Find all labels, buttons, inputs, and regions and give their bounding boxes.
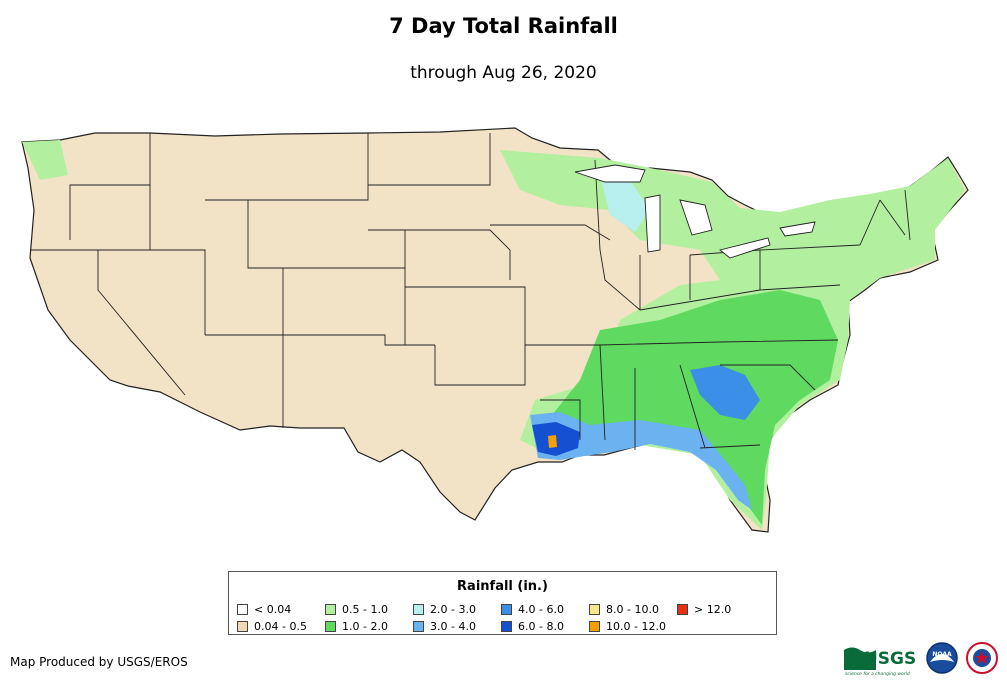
lake-superior	[574, 164, 646, 183]
state-borders	[30, 133, 911, 450]
state-border	[679, 364, 706, 449]
lake-ontario	[779, 221, 816, 237]
agency-logos: USGS science for a changing world NOAA	[844, 642, 998, 677]
legend-item: > 12.0	[677, 601, 731, 617]
legend-item: < 0.04	[237, 601, 291, 617]
state-border	[859, 199, 881, 246]
legend-label: < 0.04	[254, 602, 292, 616]
state-border	[904, 189, 911, 241]
legend-swatch	[413, 620, 424, 632]
state-border	[368, 229, 511, 280]
legend-label: 8.0 - 10.0	[606, 602, 659, 616]
map-credit: Map Produced by USGS/EROS	[10, 655, 188, 669]
state-border	[490, 224, 611, 241]
map-subtitle: through Aug 26, 2020	[410, 63, 597, 83]
usgs-logo: USGS science for a changing world	[844, 647, 916, 677]
state-border	[69, 184, 150, 240]
state-border	[720, 364, 816, 391]
legend: Rainfall (in.) < 0.04 0.04 - 0.5 0.5 - 1…	[228, 571, 777, 635]
rain-area-light-west	[22, 140, 68, 180]
legend-swatch	[501, 603, 512, 615]
state-border	[205, 334, 435, 346]
legend-item: 1.0 - 2.0	[325, 618, 388, 634]
legend-item: 0.5 - 1.0	[325, 601, 388, 617]
legend-label: 3.0 - 4.0	[430, 619, 476, 633]
legend-title: Rainfall (in.)	[457, 579, 548, 594]
state-border	[879, 199, 906, 236]
state-border	[247, 200, 405, 269]
rain-area-heavy-lakes	[600, 175, 650, 232]
noaa-bird-icon	[930, 654, 954, 662]
noaa-logo: NOAA	[926, 642, 958, 674]
legend-label: 10.0 - 12.0	[606, 619, 666, 633]
legend-item: 0.04 - 0.5	[237, 618, 307, 634]
state-border	[599, 339, 839, 346]
legend-label: 1.0 - 2.0	[342, 619, 388, 633]
rain-area-heavy-gulf	[530, 412, 752, 510]
rainfall-map	[21, 127, 969, 533]
lake-huron	[679, 199, 713, 236]
legend-item: 4.0 - 6.0	[501, 601, 564, 617]
legend-swatch	[501, 620, 512, 632]
map-title: 7 Day Total Rainfall	[389, 14, 618, 38]
state-border	[699, 444, 761, 449]
usgs-logo-text: USGS	[864, 649, 916, 669]
legend-swatch	[413, 603, 424, 615]
legend-swatch	[237, 620, 248, 632]
legend-item: 6.0 - 8.0	[501, 618, 564, 634]
usgs-wave-icon	[844, 647, 876, 670]
legend-label: 6.0 - 8.0	[518, 619, 564, 633]
legend-label: 0.04 - 0.5	[254, 619, 307, 633]
lake-erie	[719, 237, 771, 259]
state-border	[30, 249, 206, 335]
great-lakes	[574, 164, 816, 259]
legend-label: > 12.0	[694, 602, 732, 616]
legend-item: 8.0 - 10.0	[589, 601, 659, 617]
state-border	[368, 133, 491, 186]
legend-label: 0.5 - 1.0	[342, 602, 388, 616]
legend-label: 4.0 - 6.0	[518, 602, 564, 616]
state-border	[97, 250, 186, 396]
state-border	[594, 159, 641, 311]
rain-area-heavy-georgia	[690, 365, 760, 420]
legend-swatch	[325, 620, 336, 632]
usgs-tagline: science for a changing world	[845, 671, 910, 677]
nws-star-icon	[975, 651, 989, 664]
legend-swatch	[325, 603, 336, 615]
nws-logo	[966, 642, 998, 674]
legend-swatch	[589, 620, 600, 632]
state-border	[759, 244, 861, 251]
legend-item: 2.0 - 3.0	[413, 601, 476, 617]
state-border	[434, 344, 600, 386]
legend-swatch	[589, 603, 600, 615]
legend-grid: < 0.04 0.04 - 0.5 0.5 - 1.0 1.0 - 2.0 2.…	[237, 601, 777, 635]
state-border	[540, 399, 581, 440]
lake-michigan	[644, 194, 661, 253]
state-border	[639, 284, 841, 311]
state-border	[599, 344, 606, 441]
legend-swatch	[237, 603, 248, 615]
state-border	[405, 286, 526, 335]
legend-item: 3.0 - 4.0	[413, 618, 476, 634]
noaa-logo-text: NOAA	[932, 651, 952, 658]
legend-label: 2.0 - 3.0	[430, 602, 476, 616]
legend-item: 10.0 - 12.0	[589, 618, 666, 634]
legend-swatch	[677, 603, 688, 615]
rain-area-peak-louisiana	[548, 435, 557, 448]
state-border	[205, 133, 369, 201]
